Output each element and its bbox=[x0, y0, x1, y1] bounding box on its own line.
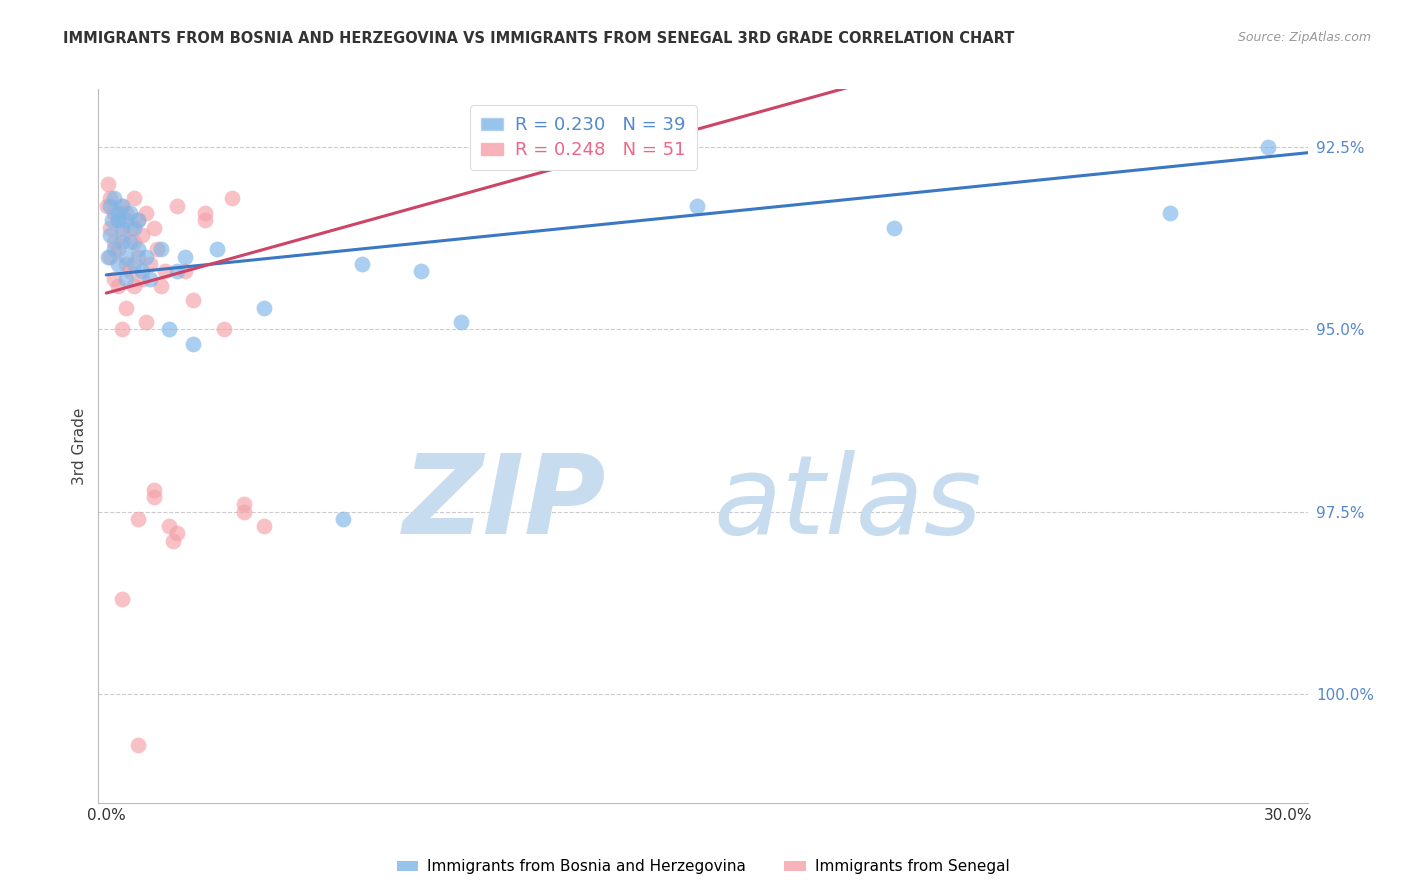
Point bbox=[411, 264, 433, 278]
Point bbox=[127, 213, 149, 227]
Point bbox=[194, 206, 217, 220]
Point bbox=[166, 264, 188, 278]
Point bbox=[107, 206, 129, 220]
Point bbox=[127, 250, 149, 264]
Point bbox=[115, 206, 138, 220]
Point bbox=[135, 206, 157, 220]
Legend: Immigrants from Bosnia and Herzegovina, Immigrants from Senegal: Immigrants from Bosnia and Herzegovina, … bbox=[391, 854, 1015, 880]
Point bbox=[98, 227, 121, 242]
Point bbox=[107, 257, 129, 271]
Text: IMMIGRANTS FROM BOSNIA AND HERZEGOVINA VS IMMIGRANTS FROM SENEGAL 3RD GRADE CORR: IMMIGRANTS FROM BOSNIA AND HERZEGOVINA V… bbox=[63, 31, 1015, 46]
Point bbox=[127, 243, 149, 257]
Point bbox=[131, 264, 153, 278]
Point bbox=[181, 293, 204, 308]
Point bbox=[233, 497, 256, 511]
Point bbox=[1159, 206, 1181, 220]
Point bbox=[122, 235, 145, 249]
Point bbox=[97, 177, 120, 191]
Point bbox=[115, 213, 138, 227]
Point bbox=[214, 322, 236, 336]
Point bbox=[142, 490, 165, 504]
Point bbox=[142, 483, 165, 497]
Point bbox=[101, 213, 124, 227]
Point bbox=[118, 206, 141, 220]
Point bbox=[115, 250, 138, 264]
Point bbox=[332, 512, 354, 526]
Point bbox=[115, 271, 138, 285]
Point bbox=[135, 315, 157, 329]
Point bbox=[111, 591, 134, 606]
Point bbox=[146, 243, 169, 257]
Point bbox=[103, 243, 125, 257]
Point bbox=[157, 519, 180, 533]
Point bbox=[150, 243, 173, 257]
Point bbox=[686, 199, 709, 213]
Point bbox=[166, 199, 188, 213]
Text: atlas: atlas bbox=[714, 450, 983, 557]
Point bbox=[111, 322, 134, 336]
Point bbox=[98, 220, 121, 235]
Point bbox=[142, 220, 165, 235]
Point bbox=[166, 526, 188, 541]
Point bbox=[96, 199, 118, 213]
Point bbox=[111, 227, 134, 242]
Point bbox=[131, 271, 153, 285]
Point bbox=[233, 504, 256, 518]
Point bbox=[98, 199, 121, 213]
Y-axis label: 3rd Grade: 3rd Grade bbox=[72, 408, 87, 484]
Point bbox=[162, 533, 184, 548]
Point bbox=[205, 243, 228, 257]
Point bbox=[1257, 140, 1279, 154]
Point bbox=[97, 250, 120, 264]
Point bbox=[122, 278, 145, 293]
Point bbox=[122, 220, 145, 235]
Point bbox=[127, 213, 149, 227]
Point bbox=[127, 738, 149, 752]
Point bbox=[115, 257, 138, 271]
Point bbox=[157, 322, 180, 336]
Point bbox=[135, 250, 157, 264]
Point bbox=[103, 191, 125, 205]
Point bbox=[127, 512, 149, 526]
Point bbox=[107, 213, 129, 227]
Point bbox=[138, 257, 160, 271]
Point bbox=[150, 278, 173, 293]
Point bbox=[111, 235, 134, 249]
Point bbox=[221, 191, 243, 205]
Point bbox=[194, 213, 217, 227]
Point bbox=[181, 337, 204, 351]
Point bbox=[111, 199, 134, 213]
Point bbox=[253, 519, 276, 533]
Point bbox=[103, 206, 125, 220]
Point bbox=[155, 264, 177, 278]
Point bbox=[450, 315, 472, 329]
Point bbox=[111, 220, 134, 235]
Point bbox=[253, 301, 276, 315]
Point bbox=[174, 264, 197, 278]
Point bbox=[174, 250, 197, 264]
Point bbox=[883, 220, 905, 235]
Point bbox=[118, 235, 141, 249]
Point bbox=[122, 257, 145, 271]
Point bbox=[103, 235, 125, 249]
Point bbox=[98, 250, 121, 264]
Text: Source: ZipAtlas.com: Source: ZipAtlas.com bbox=[1237, 31, 1371, 45]
Point bbox=[118, 220, 141, 235]
Text: ZIP: ZIP bbox=[402, 450, 606, 557]
Point bbox=[107, 243, 129, 257]
Point bbox=[111, 199, 134, 213]
Point bbox=[138, 271, 160, 285]
Point bbox=[115, 301, 138, 315]
Point bbox=[98, 191, 121, 205]
Point bbox=[107, 278, 129, 293]
Point bbox=[122, 191, 145, 205]
Point bbox=[118, 264, 141, 278]
Point bbox=[352, 257, 374, 271]
Point bbox=[107, 213, 129, 227]
Point bbox=[131, 227, 153, 242]
Point bbox=[103, 271, 125, 285]
